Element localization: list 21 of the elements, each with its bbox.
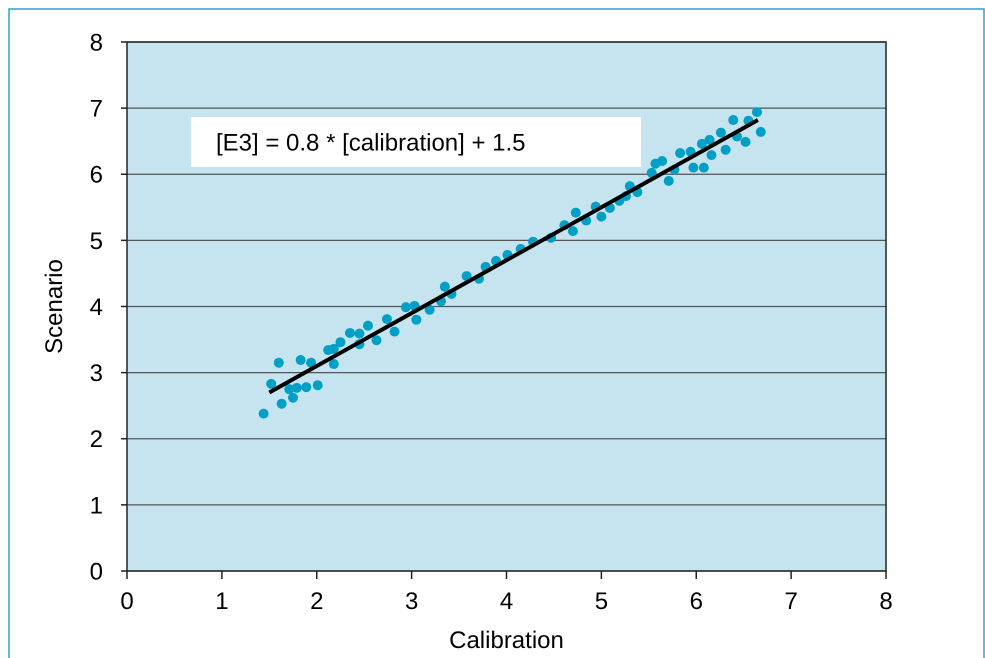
y-tick-label: 3 — [90, 360, 103, 388]
x-axis-title: Calibration — [449, 627, 564, 654]
x-tick-label: 1 — [215, 588, 229, 615]
annotation: [E3] = 0.8 * [calibration] + 1.5 — [216, 129, 526, 156]
y-tick-label: 7 — [90, 96, 103, 123]
y-tick-label: 8 — [90, 29, 103, 56]
y-tick-label: 6 — [90, 162, 103, 189]
x-tick-label: 8 — [879, 588, 893, 615]
y-tick-label: 0 — [90, 558, 103, 586]
y-tick-label: 1 — [90, 492, 103, 520]
x-tick-label: 0 — [120, 588, 134, 615]
x-tick-label: 2 — [310, 588, 324, 615]
x-tick-label: 7 — [784, 588, 798, 615]
y-tick-label: 4 — [90, 294, 103, 321]
x-tick-label: 6 — [690, 588, 703, 615]
y-tick-label: 2 — [90, 426, 103, 454]
x-tick-label: 4 — [500, 588, 514, 615]
y-axis-title: Scenario — [41, 259, 68, 354]
x-tick-label: 3 — [404, 588, 418, 615]
x-tick-label: 5 — [594, 588, 608, 615]
y-tick-label: 5 — [90, 228, 103, 255]
